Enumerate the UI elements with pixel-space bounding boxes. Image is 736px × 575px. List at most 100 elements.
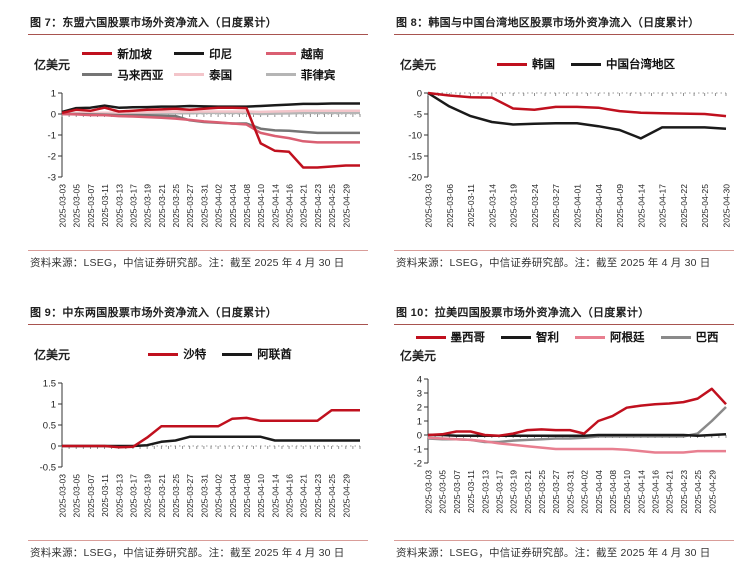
y-tick-label: 3 — [417, 389, 422, 400]
figure-panel-7: 图 7：东盟六国股票市场外资净流入（日度累计） 亿美元 新加坡 印尼 越南 马来西亚 泰… — [28, 12, 368, 272]
legend-items: 墨西哥 智利 阿根廷 巴西 — [400, 329, 734, 345]
legend-label: 韩国 — [532, 59, 555, 71]
x-tick-label: 2025-04-09 — [615, 184, 625, 228]
x-tick-label: 2025-04-02 — [214, 474, 224, 518]
series-line — [62, 409, 360, 449]
legend-item: 沙特 — [148, 346, 206, 362]
x-tick-label: 2025-04-29 — [707, 470, 717, 514]
figure-panel-9: 图 9：中东两国股票市场外资净流入（日度累计） 亿美元 沙特 阿联酋 1.5 1 0.… — [28, 302, 368, 562]
x-tick-label: 2025-03-31 — [199, 474, 209, 518]
y-tick-label: -10 — [408, 131, 422, 142]
x-tick-label: 2025-03-27 — [551, 470, 561, 514]
legend-item: 阿联酋 — [222, 346, 292, 362]
x-tick-label: 2025-04-23 — [679, 470, 689, 514]
x-tick-label: 2025-03-19 — [509, 184, 519, 228]
x-tick-label: 2025-04-04 — [594, 470, 604, 514]
legend-label: 巴西 — [695, 332, 719, 344]
legend-item: 马来西亚 — [82, 67, 174, 83]
series-line — [427, 91, 727, 140]
series-line — [61, 106, 360, 169]
x-tick-label: 2025-03-06 — [445, 184, 455, 228]
x-tick-label: 2025-04-08 — [242, 184, 252, 228]
figure-title: 图 10：拉美四国股票市场外资净流入（日度累计） — [394, 302, 734, 325]
legend-label: 阿根廷 — [610, 332, 645, 344]
legend-line-swatch — [174, 73, 205, 76]
x-tick-label: 2025-03-03 — [424, 470, 434, 514]
figure-title: 图 7：东盟六国股票市场外资净流入（日度累计） — [28, 12, 368, 35]
x-tick-label: 2025-03-25 — [171, 474, 181, 518]
legend-label: 新加坡 — [117, 48, 152, 61]
legend-line-swatch — [660, 335, 691, 339]
x-tick-label: 2025-04-17 — [658, 184, 668, 228]
source-note: 资料来源：LSEG，中信证券研究部。注：截至 2025 年 4 月 30 日 — [28, 540, 368, 562]
legend-line-swatch — [497, 62, 527, 66]
x-tick-label: 2025-03-07 — [86, 474, 96, 518]
x-tick-label: 2025-04-14 — [270, 474, 280, 518]
figure-title: 图 8：韩国与中国台湾地区股票市场外资净流入（日度累计） — [394, 12, 734, 35]
legend-line-swatch — [82, 52, 113, 55]
y-axis-unit-label: 亿美元 — [34, 57, 71, 72]
legend-line-swatch — [82, 73, 113, 76]
legend-item: 阿根廷 — [575, 329, 645, 345]
legend-label: 沙特 — [183, 349, 207, 361]
source-note: 资料来源：LSEG，中信证券研究部。注：截至 2025 年 4 月 30 日 — [394, 250, 734, 272]
x-tick-label: 2025-03-03 — [58, 474, 68, 518]
x-tick-label: 2025-04-21 — [299, 184, 309, 228]
legend-line-swatch — [174, 52, 205, 55]
x-tick-label: 2025-03-11 — [100, 474, 110, 517]
source-note: 资料来源：LSEG，中信证券研究部。注：截至 2025 年 4 月 30 日 — [28, 250, 368, 272]
figure-panel-8: 图 8：韩国与中国台湾地区股票市场外资净流入（日度累计） 亿美元 韩国 中国台湾地… — [394, 12, 734, 272]
x-tick-label: 2025-03-11 — [100, 184, 110, 227]
y-tick-label: 1 — [51, 89, 56, 100]
x-tick-label: 2025-04-25 — [700, 184, 710, 228]
figure-title: 图 9：中东两国股票市场外资净流入（日度累计） — [28, 302, 368, 325]
y-tick-label: 0 — [417, 431, 422, 442]
legend-line-swatch — [265, 52, 296, 55]
x-tick-label: 2025-03-27 — [185, 184, 195, 228]
x-tick-label: 2025-03-27 — [551, 184, 561, 228]
legend-line-swatch — [571, 62, 601, 66]
x-tick-label: 2025-04-25 — [327, 184, 337, 228]
x-tick-label: 2025-04-22 — [679, 184, 689, 228]
y-tick-label: 0 — [51, 442, 56, 453]
x-tick-label: 2025-03-31 — [565, 470, 575, 514]
y-tick-label: 1 — [417, 417, 422, 428]
legend-item: 墨西哥 — [415, 329, 485, 345]
x-tick-label: 2025-03-07 — [452, 470, 462, 514]
x-tick-label: 2025-03-13 — [480, 470, 490, 514]
y-tick-label: 0 — [51, 110, 56, 121]
x-tick-label: 2025-03-14 — [487, 184, 497, 228]
x-tick-label: 2025-03-05 — [72, 184, 82, 228]
x-tick-label: 2025-04-02 — [580, 470, 590, 514]
legend-label: 马来西亚 — [117, 69, 164, 82]
legend: 亿美元 墨西哥 智利 阿根廷 巴西 — [400, 329, 734, 371]
x-tick-label: 2025-03-03 — [58, 184, 68, 228]
y-tick-label: -2 — [414, 459, 422, 470]
y-tick-label: -3 — [48, 173, 56, 184]
legend-item: 泰国 — [174, 67, 266, 83]
y-tick-label: 1.5 — [43, 379, 56, 390]
x-tick-label: 2025-03-07 — [86, 184, 96, 228]
y-axis-unit-label: 亿美元 — [34, 347, 71, 362]
series-line — [428, 433, 727, 437]
x-tick-label: 2025-03-19 — [143, 184, 153, 228]
legend-label: 越南 — [300, 48, 324, 61]
x-tick-label: 2025-04-10 — [256, 184, 266, 228]
y-tick-label: 1 — [51, 400, 56, 411]
series-line — [61, 112, 360, 144]
legend-item: 新加坡 — [82, 46, 174, 62]
x-tick-label: 2025-03-21 — [157, 184, 167, 228]
legend-item: 韩国 — [497, 56, 555, 72]
x-tick-label: 2025-03-17 — [128, 184, 138, 228]
legend-items: 新加坡 印尼 越南 马来西亚 泰国 菲律宾 — [72, 46, 368, 83]
x-tick-label: 2025-04-14 — [636, 184, 646, 228]
x-tick-label: 2025-04-23 — [313, 184, 323, 228]
y-tick-label: 4 — [417, 375, 422, 386]
x-tick-label: 2025-04-16 — [651, 470, 661, 514]
x-tick-label: 2025-03-17 — [128, 474, 138, 518]
x-tick-label: 2025-03-11 — [466, 470, 476, 513]
x-tick-label: 2025-03-31 — [199, 184, 209, 228]
